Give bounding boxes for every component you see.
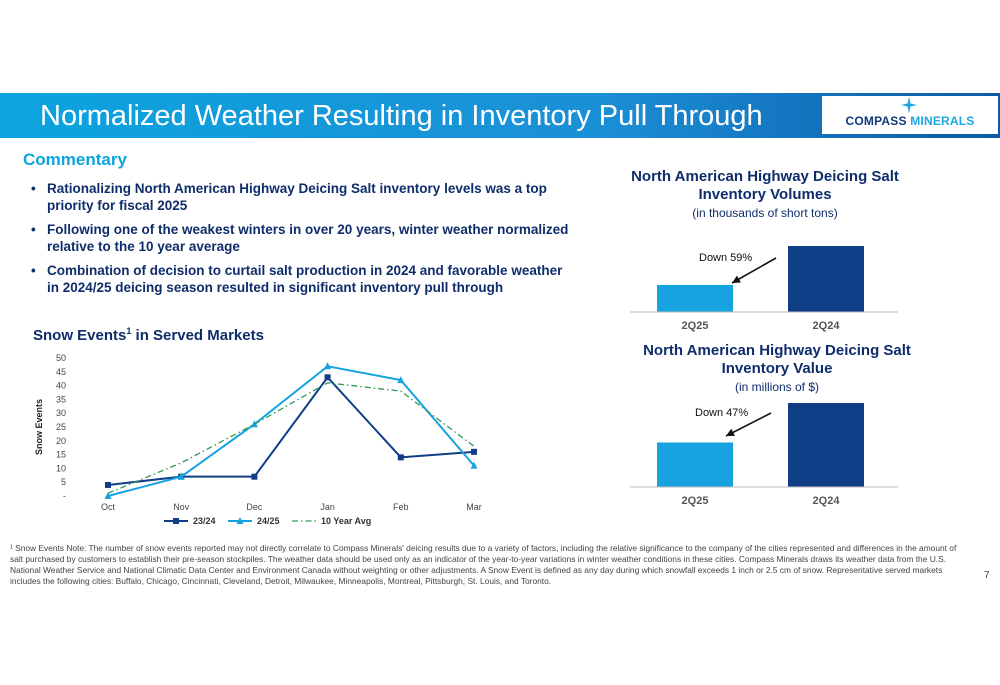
legend-marker-square bbox=[173, 518, 179, 524]
legend-label: 24/25 bbox=[257, 516, 280, 526]
bar-2q25 bbox=[657, 442, 733, 487]
y-axis-label: Snow Events bbox=[34, 399, 44, 455]
value-bar-chart: 2Q25 2Q24 Down 47% bbox=[630, 403, 898, 507]
value-chart-title: North American Highway Deicing Salt Inve… bbox=[612, 342, 942, 396]
snow-events-heading: Snow Events1 in Served Markets bbox=[33, 326, 264, 344]
data-point-triangle bbox=[470, 461, 478, 469]
legend-label: 23/24 bbox=[193, 516, 216, 526]
y-tick-label: 50 bbox=[56, 353, 66, 363]
series-line-10-year-avg bbox=[107, 382, 475, 494]
footnote-marker: 1 bbox=[126, 326, 132, 336]
snow-events-chart: - 5 10 15 20 25 30 35 40 45 50 Snow Events Oct Nov Dec… bbox=[34, 353, 482, 526]
value-title-line1: North American Highway Deicing Salt bbox=[643, 342, 911, 359]
bar-2q24 bbox=[788, 246, 864, 312]
data-point-square bbox=[397, 454, 404, 461]
annotation-arrow-line bbox=[731, 257, 777, 284]
x-tick-label: Jan bbox=[320, 502, 335, 512]
series-line-24-25 bbox=[107, 365, 475, 497]
logo-text: COMPASS MINERALS bbox=[845, 114, 974, 128]
bar-2q25 bbox=[657, 284, 733, 312]
data-point-triangle bbox=[104, 492, 112, 499]
page-number: 7 bbox=[984, 570, 990, 581]
commentary-bullet: Following one of the weakest winters in … bbox=[31, 221, 571, 255]
snow-heading-suffix: in Served Markets bbox=[131, 327, 264, 344]
volume-title-line1: North American Highway Deicing Salt bbox=[631, 168, 899, 185]
y-tick-label: 45 bbox=[56, 367, 66, 377]
y-tick-label: 30 bbox=[56, 408, 66, 418]
bar-category-label: 2Q24 bbox=[813, 495, 841, 507]
x-tick-label: Dec bbox=[246, 502, 263, 512]
data-point-square bbox=[105, 481, 111, 488]
page-title: Normalized Weather Resulting in Inventor… bbox=[40, 100, 763, 132]
bar-category-label: 2Q25 bbox=[682, 320, 709, 332]
data-point-triangle bbox=[324, 362, 332, 370]
y-tick-label: 15 bbox=[56, 450, 66, 460]
commentary-bullet: Combination of decision to curtail salt … bbox=[31, 262, 571, 296]
snow-heading-text: Snow Events bbox=[33, 327, 127, 344]
bar-category-label: 2Q25 bbox=[682, 495, 709, 507]
annotation-arrow-head bbox=[726, 428, 735, 436]
logo-part2: MINERALS bbox=[910, 114, 975, 128]
change-annotation: Down 59% bbox=[699, 252, 752, 264]
data-point-square bbox=[251, 473, 258, 480]
y-tick-label: 35 bbox=[56, 394, 66, 404]
x-tick-label: Nov bbox=[173, 502, 190, 512]
y-tick-label: 10 bbox=[56, 463, 66, 473]
x-tick-label: Oct bbox=[101, 502, 116, 512]
annotation-arrow-line bbox=[725, 412, 772, 437]
legend-label: 10 Year Avg bbox=[321, 516, 371, 526]
data-point-square bbox=[324, 374, 331, 381]
commentary-heading: Commentary bbox=[23, 150, 127, 169]
y-tick-label: 20 bbox=[56, 436, 66, 446]
series-line-23-24 bbox=[107, 375, 475, 486]
x-tick-label: Mar bbox=[466, 502, 482, 512]
volume-bar-chart: 2Q25 2Q24 Down 59% bbox=[630, 246, 898, 332]
logo-part1: COMPASS bbox=[845, 114, 907, 128]
commentary-bullet: Rationalizing North American Highway Dei… bbox=[31, 180, 571, 214]
x-tick-label: Feb bbox=[393, 502, 409, 512]
legend-marker-triangle bbox=[236, 517, 244, 524]
data-point-triangle bbox=[397, 376, 405, 384]
volume-title-line2: Inventory Volumes bbox=[698, 186, 832, 203]
volume-chart-title: North American Highway Deicing Salt Inve… bbox=[600, 168, 930, 222]
volume-subtitle: (in thousands of short tons) bbox=[692, 206, 838, 220]
annotation-arrow-head bbox=[732, 275, 741, 283]
commentary-list: Rationalizing North American Highway Dei… bbox=[31, 180, 571, 303]
compass-star-icon bbox=[901, 97, 917, 113]
y-tick-label: - bbox=[63, 491, 66, 501]
y-tick-label: 25 bbox=[56, 422, 66, 432]
footnote: ¹ Snow Events Note: The number of snow e… bbox=[10, 543, 957, 586]
y-tick-label: 5 bbox=[61, 477, 66, 487]
bar-2q24 bbox=[788, 403, 864, 487]
y-tick-label: 40 bbox=[56, 381, 66, 391]
bar-category-label: 2Q24 bbox=[813, 320, 841, 332]
value-title-line2: Inventory Value bbox=[721, 360, 833, 377]
data-point-triangle bbox=[177, 472, 185, 480]
data-point-square bbox=[471, 448, 477, 455]
value-subtitle: (in millions of $) bbox=[734, 380, 820, 394]
change-annotation: Down 47% bbox=[695, 407, 748, 419]
